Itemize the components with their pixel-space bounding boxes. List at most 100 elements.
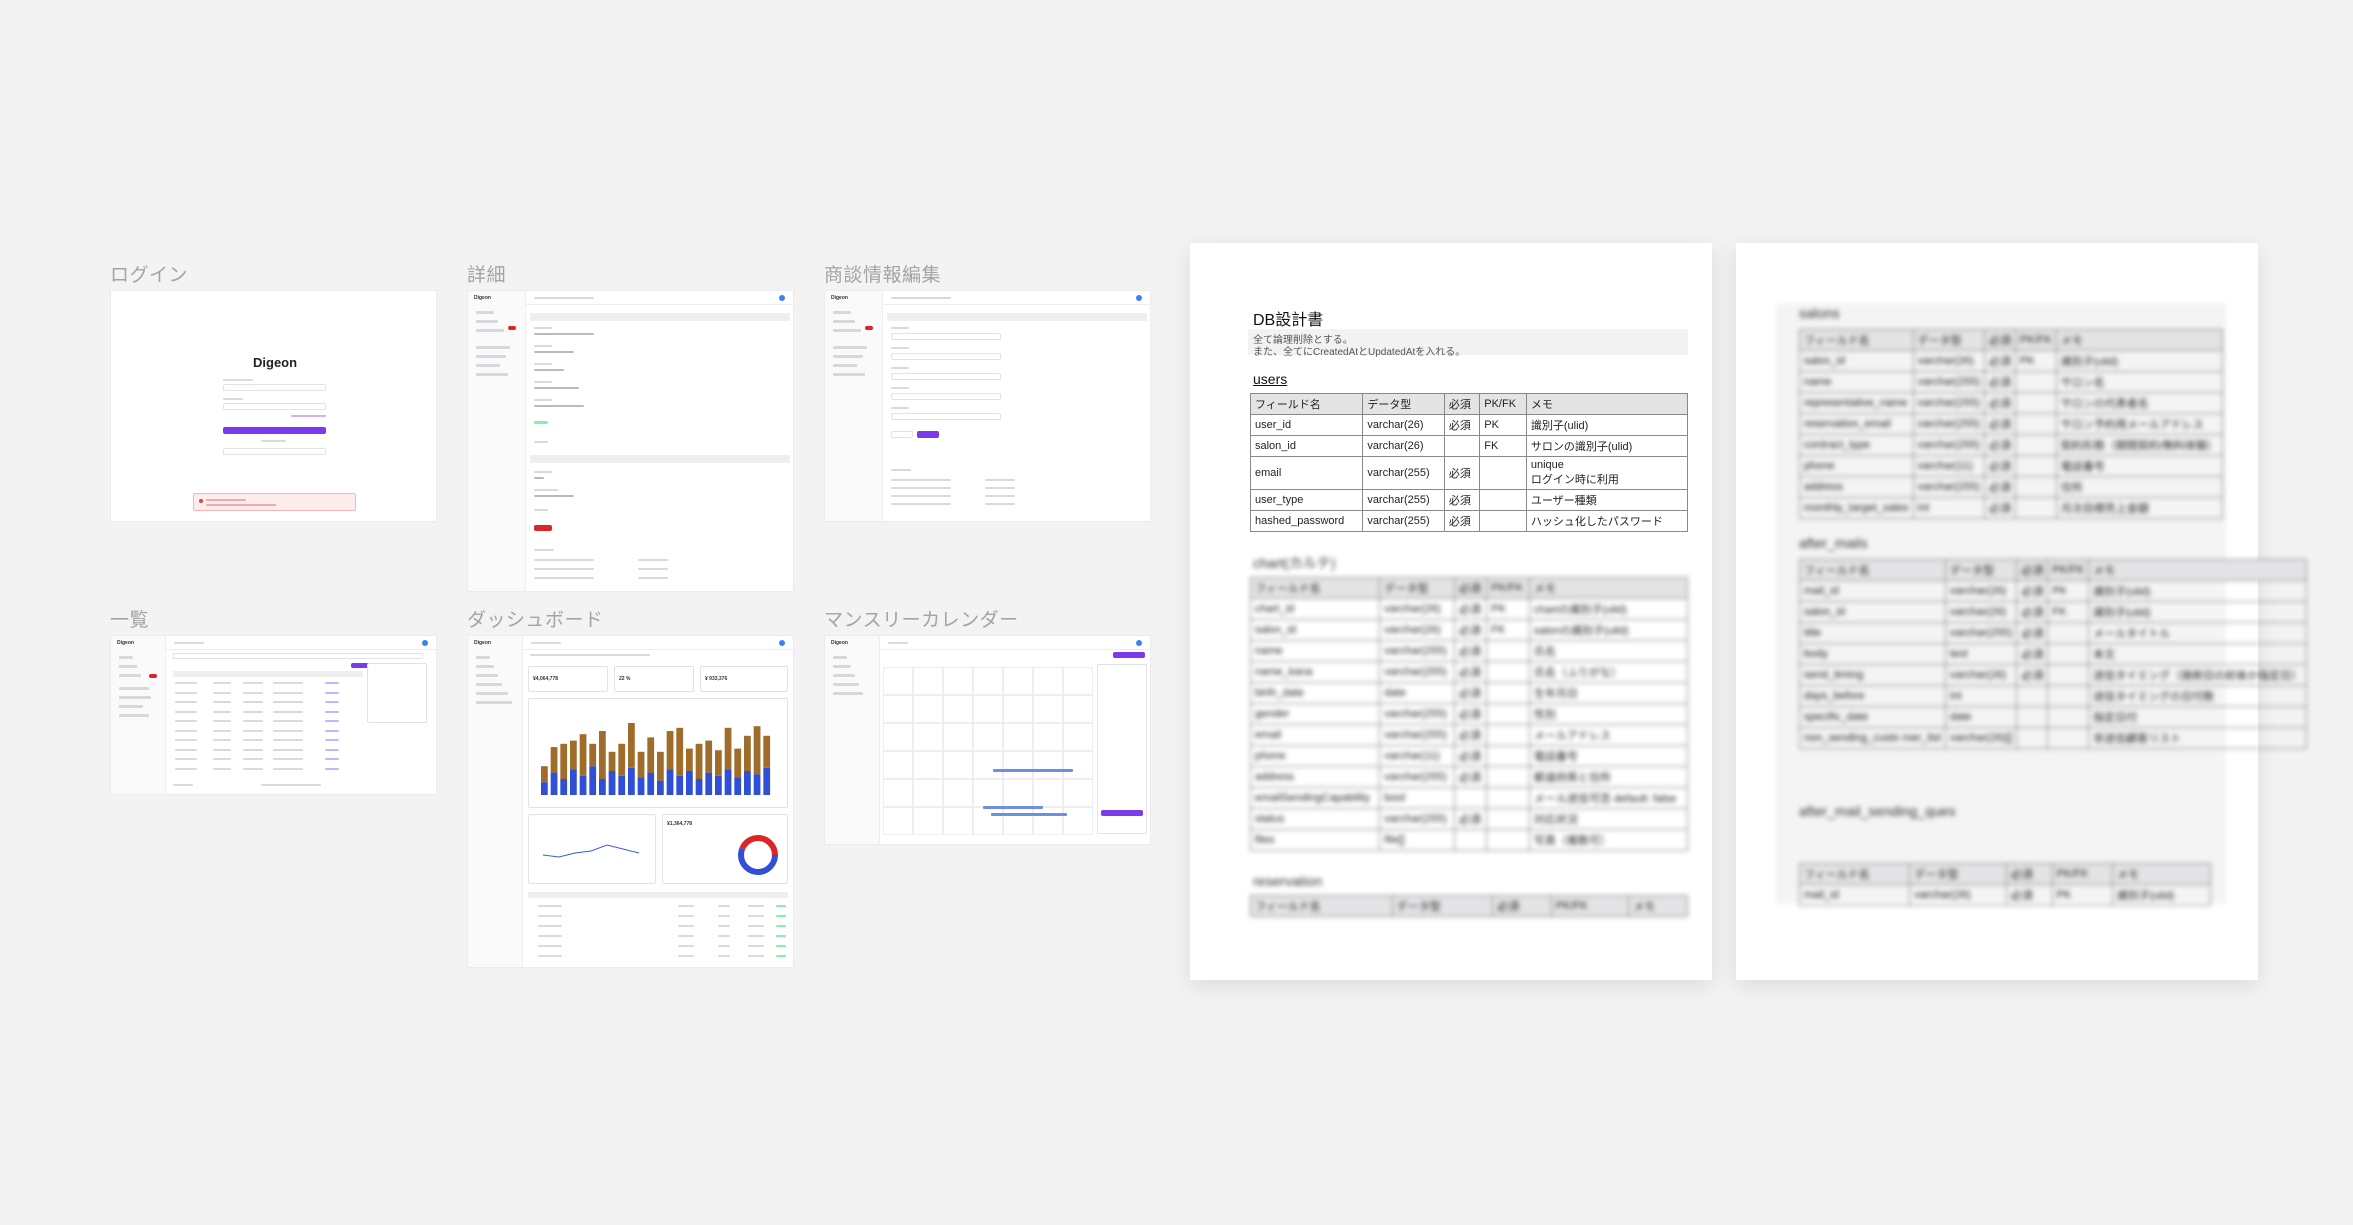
calendar-day-cell[interactable] [1003,723,1033,751]
table-cell: メールアドレス [1528,724,1689,746]
detail-screen-thumbnail[interactable]: Digeon [467,290,794,592]
table-cell: name_kana [1249,661,1381,683]
calendar-day-cell[interactable] [1033,807,1063,835]
calendar-day-cell[interactable] [973,807,1003,835]
list-row[interactable] [173,738,363,743]
table-cell: varchar(26) [1912,350,1985,372]
table-row: email varchar(255) 必須 メールアドレス [1249,724,1689,746]
calendar-day-cell[interactable] [973,695,1003,723]
login-button[interactable] [223,427,326,434]
table-header-cell: PK/FK [2014,329,2057,351]
delete-button[interactable] [534,525,552,531]
calendar-day-cell[interactable] [1063,807,1093,835]
calendar-day-cell[interactable] [1003,779,1033,807]
list-row[interactable] [173,748,363,753]
table-cell: 必須 [1983,434,2016,456]
calendar-day-cell[interactable] [1063,695,1093,723]
calendar-day-cell[interactable] [913,779,943,807]
table-row[interactable] [528,954,788,959]
email-field[interactable] [223,384,326,391]
table-cell: chartの識別子(ulid) [1528,598,1689,620]
calendar-day-cell[interactable] [883,723,913,751]
table-row[interactable] [528,944,788,949]
calendar-day-cell[interactable] [973,751,1003,779]
calendar-day-cell[interactable] [883,667,913,695]
calendar-day-cell[interactable] [943,751,973,779]
list-screen-thumbnail[interactable]: Digeon [110,635,437,795]
table-row[interactable] [528,924,788,929]
calendar-day-cell[interactable] [1003,667,1033,695]
calendar-event-bar[interactable] [993,769,1073,772]
list-row[interactable] [173,700,363,705]
calendar-screen-thumbnail[interactable]: Digeon [824,635,1151,845]
calendar-day-cell[interactable] [913,751,943,779]
cancel-button[interactable] [891,431,913,438]
calendar-day-cell[interactable] [1033,667,1063,695]
calendar-event-bar[interactable] [983,806,1043,809]
calendar-day-cell[interactable] [883,807,913,835]
list-row[interactable] [173,681,363,686]
calendar-day-cell[interactable] [943,667,973,695]
table-header-cell: メモ [2111,863,2212,885]
table-row[interactable] [528,914,788,919]
calendar-day-cell[interactable] [883,779,913,807]
calendar-day-cell[interactable] [883,695,913,723]
list-row[interactable] [173,710,363,715]
calendar-day-cell[interactable] [973,779,1003,807]
calendar-day-cell[interactable] [943,807,973,835]
calendar-day-cell[interactable] [1033,695,1063,723]
calendar-day-cell[interactable] [913,695,943,723]
table-cell: varchar(255) [1912,392,1985,414]
table-cell: 必須 [1983,392,2016,414]
table-header-cell: PK/FK [2047,559,2090,581]
calendar-day-cell[interactable] [943,779,973,807]
list-row[interactable] [173,729,363,734]
register-button[interactable] [223,448,326,455]
table-cell [2014,455,2057,477]
table-header-cell: 必須 [2005,863,2053,885]
calendar-day-cell[interactable] [973,723,1003,751]
calendar-day-cell[interactable] [973,667,1003,695]
calendar-day-cell[interactable] [1063,751,1093,779]
table-header-cell: メモ [1525,393,1689,415]
table-cell: 必須 [1983,371,2016,393]
login-screen-thumbnail[interactable]: Digeon [110,290,437,522]
table-row[interactable] [528,904,788,909]
table-header-cell: 必須 [2016,559,2049,581]
dashboard-screen-thumbnail[interactable]: Digeon ¥4,064,778 22 % ¥ 933,376 ¥1,364,… [467,635,794,968]
table-cell: salon_id [1799,350,1914,372]
table-cell: 電話番号 [1528,745,1689,767]
calendar-day-cell[interactable] [913,807,943,835]
calendar-day-cell[interactable] [913,667,943,695]
calendar-day-cell[interactable] [1003,695,1033,723]
sidebar: Digeon [468,291,526,591]
calendar-event-bar[interactable] [991,813,1067,816]
table-cell: unique ログイン時に利用 [1525,456,1689,490]
calendar-day-cell[interactable] [913,723,943,751]
list-row[interactable] [173,757,363,762]
calendar-day-cell[interactable] [883,751,913,779]
edit-screen-thumbnail[interactable]: Digeon [824,290,1151,522]
table-header-cell: メモ [2055,329,2223,351]
calendar-day-cell[interactable] [1033,723,1063,751]
list-row[interactable] [173,767,363,772]
calendar-day-cell[interactable] [943,695,973,723]
calendar-day-cell[interactable] [1003,751,1033,779]
list-row[interactable] [173,719,363,724]
table-cell [2016,706,2049,728]
calendar-day-cell[interactable] [1003,807,1033,835]
calendar-day-cell[interactable] [1033,779,1063,807]
table-cell: 必須 [1453,724,1488,746]
table-row[interactable] [528,934,788,939]
table-cell: varchar(26) [1944,580,2018,602]
calendar-day-cell[interactable] [1033,751,1063,779]
password-field[interactable] [223,403,326,410]
save-button[interactable] [917,431,939,438]
table-cell [2047,622,2090,644]
calendar-day-cell[interactable] [943,723,973,751]
calendar-day-cell[interactable] [1063,667,1093,695]
bar-segment-bottom [541,782,548,795]
calendar-day-cell[interactable] [1063,779,1093,807]
list-row[interactable] [173,691,363,696]
calendar-day-cell[interactable] [1063,723,1093,751]
